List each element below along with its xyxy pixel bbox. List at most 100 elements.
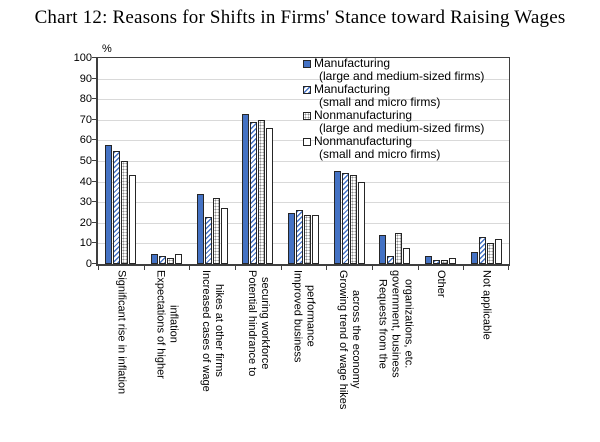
x-category-label: Potential hindrance to securing workforc… — [235, 270, 281, 440]
x-category-label-text: Improved business performance — [291, 270, 317, 363]
x-category-label: Other — [418, 270, 464, 440]
bar-blue-diagonal-hatch — [158, 255, 166, 264]
bar-gray-dot-pattern — [166, 257, 174, 264]
x-axis-tick — [143, 266, 145, 270]
x-category-label-text: Increased cases of wage hikes at other f… — [200, 270, 226, 392]
x-category-label: Improved business performance — [281, 270, 327, 440]
y-axis-tick — [92, 57, 96, 58]
legend-series-detail: (large and medium-sized firms) — [319, 121, 485, 135]
y-axis-tick — [92, 160, 96, 161]
legend-series-detail: (small and micro firms) — [319, 95, 441, 109]
legend-series-name: Manufacturing — [314, 82, 391, 96]
legend-entry: Manufacturing (large and medium-sized fir… — [303, 57, 484, 83]
x-category-label-text: Significant rise in inflation — [115, 270, 128, 395]
legend-entry: Nonmanufacturing (large and medium-sized … — [303, 109, 484, 135]
y-axis-tick-label: 70 — [79, 113, 92, 126]
bar-blue-diagonal-hatch — [295, 210, 303, 264]
x-axis-tick — [417, 266, 419, 270]
y-axis-tick-label: 80 — [79, 93, 92, 106]
legend-text: Nonmanufacturing (small and micro firms) — [314, 135, 440, 161]
x-category-label: Growing trend of wage hikes across the e… — [326, 270, 372, 440]
y-axis-tick-label: 60 — [79, 134, 92, 147]
bar-blue-diagonal-hatch — [478, 237, 486, 264]
bar-white-outline — [448, 257, 456, 264]
y-axis-tick-label: 100 — [73, 52, 92, 64]
legend-swatch-solid-blue — [303, 60, 311, 68]
gridline — [98, 202, 509, 204]
y-axis-tick-label: 10 — [79, 237, 92, 250]
bar-gray-dot-pattern — [349, 175, 357, 264]
bar-solid-blue — [424, 255, 432, 264]
gridline — [98, 222, 509, 224]
bar-gray-dot-pattern — [486, 243, 494, 264]
bar-solid-blue — [150, 253, 158, 264]
x-axis-tick — [508, 266, 509, 270]
bar-solid-blue — [333, 171, 341, 264]
legend-entry: Nonmanufacturing (small and micro firms) — [303, 135, 484, 161]
y-axis-tick — [92, 98, 96, 100]
y-axis-tick-label: 90 — [79, 72, 92, 85]
y-axis-tick-label: 0 — [85, 258, 92, 270]
y-axis-tick-label: 20 — [79, 216, 92, 229]
legend-swatch-gray-dot-pattern — [303, 112, 311, 120]
y-axis-tick — [92, 242, 96, 244]
legend-series-name: Nonmanufacturing — [314, 134, 413, 148]
bar-group — [418, 58, 464, 264]
legend-text: Nonmanufacturing (large and medium-sized … — [314, 109, 484, 135]
x-category-label: Increased cases of wage hikes at other f… — [189, 270, 235, 440]
x-category-label-text: Other — [434, 270, 447, 298]
bar-white-outline — [357, 181, 365, 264]
legend-series-detail: (large and medium-sized firms) — [319, 69, 485, 83]
x-axis-tick — [280, 266, 282, 270]
y-axis-tick-label: 30 — [79, 196, 92, 209]
bar-group — [235, 58, 281, 264]
bar-gray-dot-pattern — [258, 119, 266, 264]
bar-group — [98, 58, 144, 264]
bar-gray-dot-pattern — [395, 233, 403, 264]
x-axis-tick — [235, 266, 236, 270]
legend-series-name: Nonmanufacturing — [314, 108, 413, 122]
x-category-label: Expectations of higher inflation — [144, 270, 190, 440]
x-category-label-text: Growing trend of wage hikes across the e… — [337, 270, 363, 410]
x-axis-tick — [326, 266, 328, 270]
y-axis-tick — [92, 201, 96, 203]
bar-blue-diagonal-hatch — [204, 216, 212, 264]
legend-text: Manufacturing (large and medium-sized fir… — [314, 57, 484, 83]
bar-solid-blue — [470, 251, 478, 264]
legend-swatch-white-outline — [303, 138, 311, 146]
bar-white-outline — [220, 208, 228, 264]
legend-swatch-blue-diagonal-hatch — [303, 86, 311, 94]
bar-solid-blue — [196, 193, 204, 264]
bar-solid-blue — [105, 144, 113, 264]
bar-gray-dot-pattern — [212, 198, 220, 264]
bar-gray-dot-pattern — [121, 161, 129, 264]
gridline — [98, 99, 509, 101]
legend-entry: Manufacturing (small and micro firms) — [303, 83, 484, 109]
x-category-label: Requests from the government, business o… — [372, 270, 418, 440]
x-category-label-text: Potential hindrance to securing workforc… — [245, 270, 271, 377]
bar-group — [463, 58, 509, 264]
bar-gray-dot-pattern — [303, 214, 311, 264]
x-category-label-text: Not applicable — [480, 270, 493, 340]
bar-white-outline — [129, 175, 137, 264]
y-axis-tick — [92, 77, 96, 79]
y-axis-unit-label: % — [102, 43, 112, 55]
legend-series-name: Manufacturing — [314, 56, 391, 70]
bar-white-outline — [494, 239, 502, 264]
bar-white-outline — [311, 214, 319, 264]
bar-white-outline — [403, 247, 411, 264]
x-axis-tick — [463, 266, 465, 270]
bar-white-outline — [174, 253, 182, 264]
legend-series-detail: (small and micro firms) — [319, 147, 441, 161]
y-axis-tick-label: 40 — [79, 175, 92, 188]
legend: Manufacturing (large and medium-sized fir… — [303, 57, 484, 161]
gridline — [98, 243, 509, 245]
bar-blue-diagonal-hatch — [387, 255, 395, 264]
bar-group — [189, 58, 235, 264]
chart-title: Chart 12: Reasons for Shifts in Firms' S… — [34, 7, 566, 28]
gridline — [98, 161, 509, 162]
x-category-label-text: Expectations of higher inflation — [154, 270, 180, 379]
bar-white-outline — [266, 128, 274, 264]
bar-gray-dot-pattern — [440, 259, 448, 264]
